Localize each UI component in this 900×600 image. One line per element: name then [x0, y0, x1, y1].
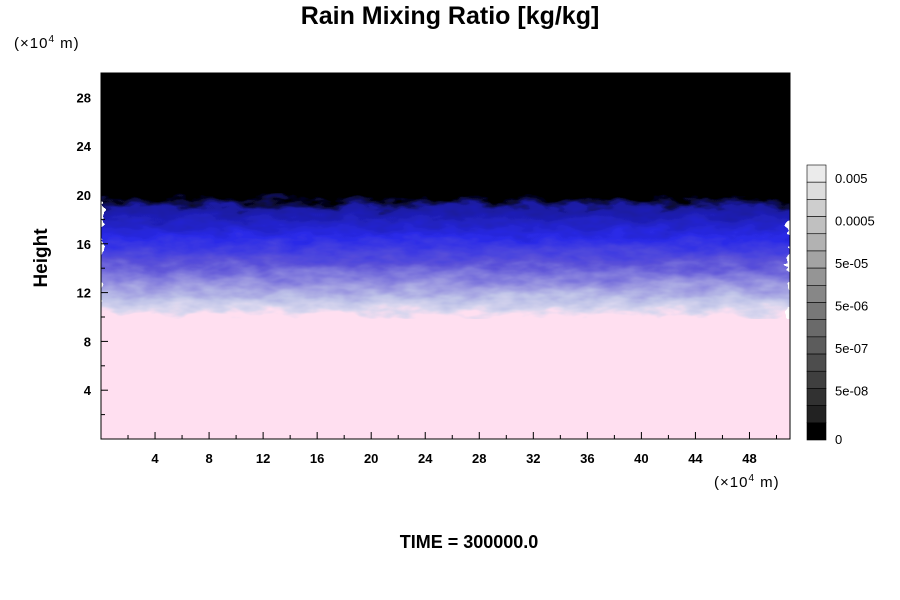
colorbar-swatch: [806, 233, 827, 252]
x-axis-unit: (×104 m): [714, 473, 780, 491]
y-axis-unit: (×104 m): [14, 34, 80, 52]
colorbar-swatch-zero: [807, 422, 826, 440]
colorbar-swatch: [806, 181, 827, 200]
y-tick-label: 20: [77, 188, 91, 203]
colorbar-swatch: [806, 319, 827, 338]
colorbar-swatch: [806, 216, 827, 235]
x-tick-label: 44: [688, 451, 703, 466]
x-tick-label: 8: [205, 451, 212, 466]
y-tick-label: 4: [84, 383, 92, 398]
colorbar-swatch: [806, 405, 827, 424]
colorbar-swatch: [806, 353, 827, 372]
heatmap-top-band: [101, 73, 790, 194]
x-tick-label: 4: [151, 451, 159, 466]
colorbar-label: 0.0005: [835, 214, 875, 229]
colorbar-label: 5e-07: [835, 341, 868, 356]
plot-frame: [100, 72, 791, 440]
colorbar-swatch: [806, 388, 827, 406]
colorbar-label: 5e-06: [835, 299, 868, 314]
y-tick-label: 28: [77, 90, 91, 105]
time-footer: TIME = 300000.0: [399, 532, 539, 552]
heatmap-lower-band: [101, 319, 790, 439]
colorbar-swatch: [806, 250, 827, 269]
x-tick-label: 40: [634, 451, 648, 466]
y-tick-label: 8: [84, 334, 91, 349]
colorbar-swatch: [806, 302, 827, 320]
colorbar: 0.005 0.0005 5e-05 5e-06 5e-07 5e-08 0: [806, 164, 875, 447]
colorbar-label: 5e-08: [835, 384, 868, 399]
x-tick-label: 12: [256, 451, 270, 466]
y-tick-label: 24: [77, 139, 92, 154]
heatmap-field: [101, 73, 790, 439]
colorbar-swatch: [806, 164, 827, 183]
x-tick-label: 16: [310, 451, 324, 466]
x-tick-label: 48: [742, 451, 756, 466]
x-tick-label: 20: [364, 451, 378, 466]
y-tick-label: 12: [77, 286, 91, 301]
colorbar-label: 5e-05: [835, 256, 868, 271]
colorbar-swatch: [806, 370, 827, 389]
colorbar-label: 0: [835, 432, 842, 447]
y-tick-label: 16: [77, 237, 91, 252]
colorbar-swatch: [806, 285, 827, 303]
colorbar-swatch: [806, 199, 827, 217]
chart-title: Rain Mixing Ratio [kg/kg]: [300, 2, 600, 30]
x-tick-label: 32: [526, 451, 540, 466]
colorbar-swatch: [806, 267, 827, 286]
x-tick-label: 36: [580, 451, 594, 466]
x-tick-label: 28: [472, 451, 486, 466]
x-tick-label: 24: [418, 451, 433, 466]
colorbar-label: 0.005: [835, 171, 868, 186]
colorbar-swatch: [806, 336, 827, 355]
